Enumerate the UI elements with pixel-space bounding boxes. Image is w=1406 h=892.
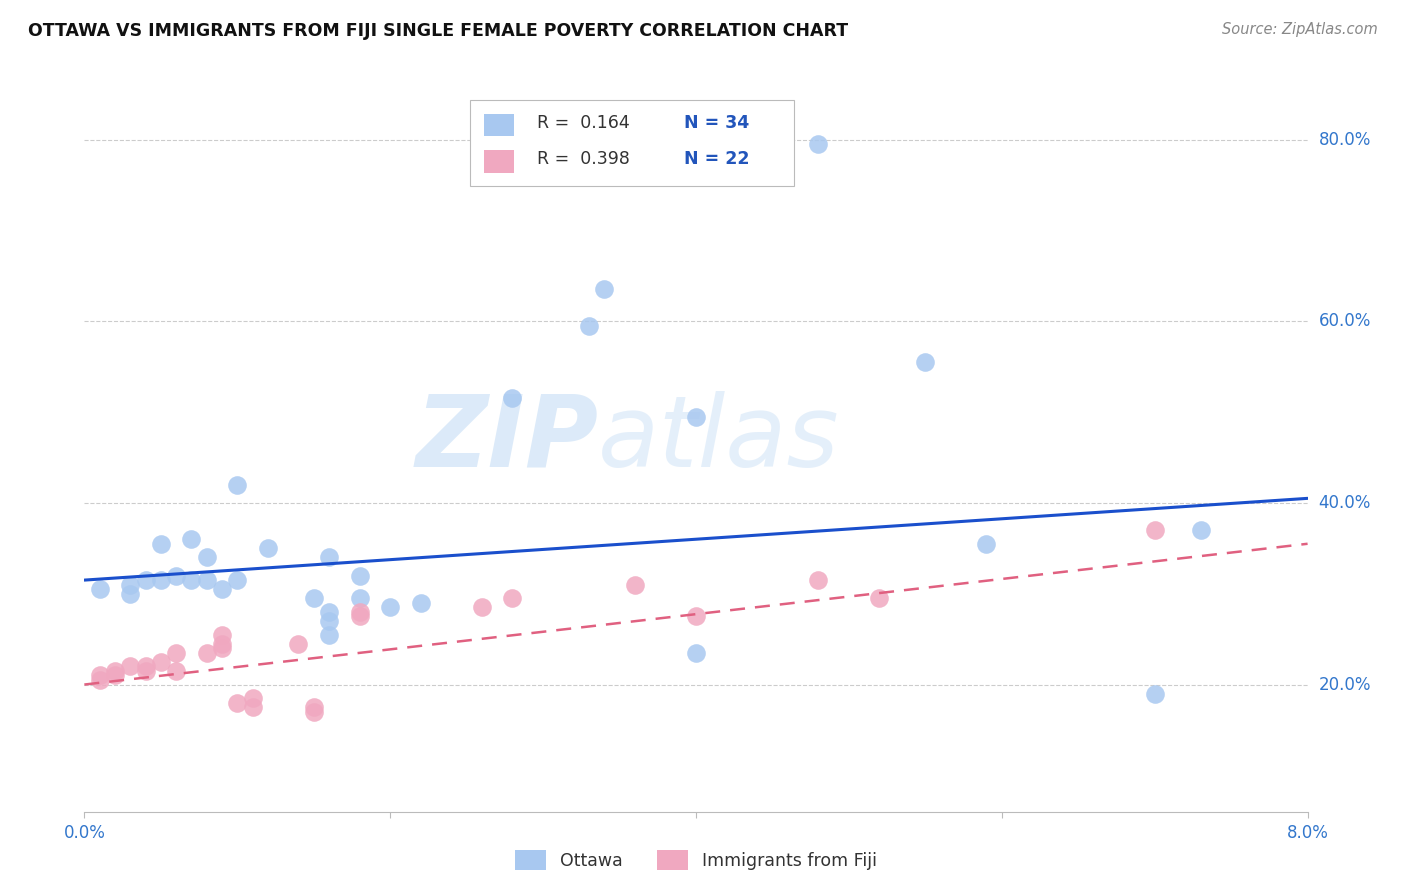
Point: [211, 641, 233, 656]
Point: [242, 691, 264, 706]
Text: 80.0%: 80.0%: [1319, 130, 1371, 149]
Text: N = 34: N = 34: [683, 114, 749, 132]
Point: [302, 700, 325, 714]
Text: ZIP: ZIP: [415, 391, 598, 488]
Point: [302, 705, 325, 719]
Point: [471, 600, 494, 615]
Point: [180, 533, 202, 547]
Point: [211, 582, 233, 597]
Point: [135, 659, 157, 673]
Point: [380, 600, 402, 615]
Point: [593, 282, 616, 296]
Point: [149, 573, 172, 587]
Point: [685, 646, 707, 660]
Point: [349, 568, 371, 582]
Point: [165, 568, 187, 582]
Point: [226, 573, 249, 587]
Point: [409, 596, 432, 610]
Point: [685, 609, 707, 624]
Point: [211, 637, 233, 651]
Point: [502, 591, 524, 606]
Point: [89, 673, 111, 687]
Point: [302, 591, 325, 606]
Point: [1189, 523, 1212, 537]
Point: [624, 577, 647, 591]
Point: [349, 605, 371, 619]
Point: [89, 668, 111, 682]
Text: R =  0.164: R = 0.164: [537, 114, 630, 132]
FancyBboxPatch shape: [484, 114, 513, 136]
Point: [685, 409, 707, 424]
Point: [242, 700, 264, 714]
Text: 20.0%: 20.0%: [1319, 675, 1371, 694]
Point: [120, 577, 142, 591]
Text: Source: ZipAtlas.com: Source: ZipAtlas.com: [1222, 22, 1378, 37]
Point: [869, 591, 891, 606]
Point: [349, 591, 371, 606]
FancyBboxPatch shape: [470, 101, 794, 186]
Point: [180, 573, 202, 587]
Point: [211, 627, 233, 641]
Text: 40.0%: 40.0%: [1319, 494, 1371, 512]
Point: [149, 537, 172, 551]
Text: OTTAWA VS IMMIGRANTS FROM FIJI SINGLE FEMALE POVERTY CORRELATION CHART: OTTAWA VS IMMIGRANTS FROM FIJI SINGLE FE…: [28, 22, 848, 40]
Point: [976, 537, 998, 551]
Point: [226, 477, 249, 491]
Point: [195, 646, 218, 660]
Text: 60.0%: 60.0%: [1319, 312, 1371, 330]
Point: [226, 696, 249, 710]
Legend: Ottawa, Immigrants from Fiji: Ottawa, Immigrants from Fiji: [515, 850, 877, 870]
Point: [914, 355, 936, 369]
Point: [257, 541, 280, 556]
Point: [104, 668, 127, 682]
Point: [135, 664, 157, 678]
Point: [165, 664, 187, 678]
Point: [318, 605, 340, 619]
Point: [120, 587, 142, 601]
Point: [1143, 523, 1166, 537]
Point: [349, 609, 371, 624]
Point: [287, 637, 309, 651]
FancyBboxPatch shape: [484, 151, 513, 173]
Point: [195, 550, 218, 565]
Text: R =  0.398: R = 0.398: [537, 150, 630, 169]
Point: [149, 655, 172, 669]
Point: [89, 582, 111, 597]
Point: [104, 664, 127, 678]
Point: [318, 627, 340, 641]
Point: [165, 646, 187, 660]
Point: [195, 573, 218, 587]
Point: [807, 137, 830, 152]
Point: [807, 573, 830, 587]
Point: [318, 550, 340, 565]
Point: [502, 392, 524, 406]
Point: [1143, 687, 1166, 701]
Point: [135, 573, 157, 587]
Point: [120, 659, 142, 673]
Point: [318, 614, 340, 628]
Point: [578, 318, 600, 333]
Text: atlas: atlas: [598, 391, 839, 488]
Text: N = 22: N = 22: [683, 150, 749, 169]
